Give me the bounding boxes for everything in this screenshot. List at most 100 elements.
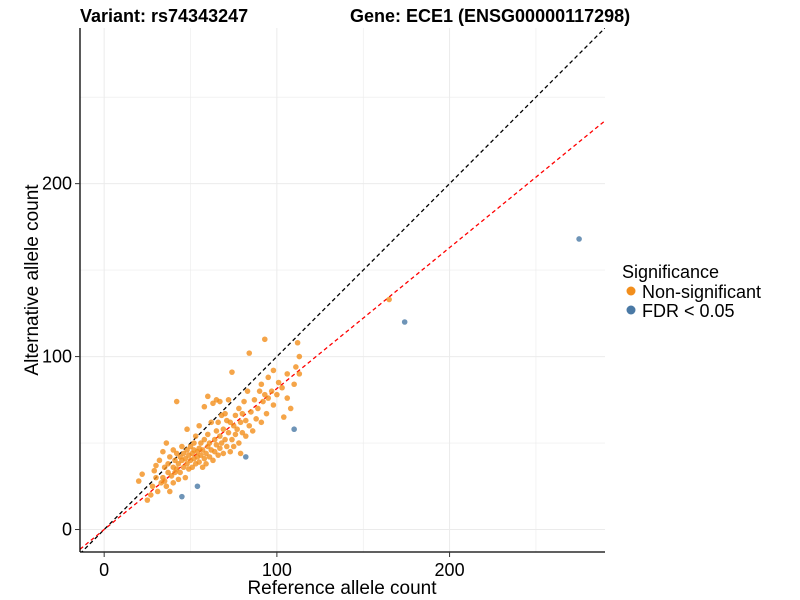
point-non-significant xyxy=(291,381,297,388)
point-non-significant xyxy=(265,395,272,401)
point-non-significant xyxy=(251,397,258,403)
point-non-significant xyxy=(201,436,208,443)
y-axis-title: Alternative allele count xyxy=(22,184,43,376)
point-non-significant xyxy=(242,417,249,424)
point-non-significant xyxy=(248,409,254,415)
point-non-significant xyxy=(217,433,223,439)
point-non-significant xyxy=(175,476,182,483)
point-non-significant xyxy=(249,428,256,434)
point-non-significant xyxy=(239,410,246,417)
point-non-significant xyxy=(179,443,185,450)
point-non-significant xyxy=(213,428,220,434)
legend: Significance Non-significant FDR < 0.05 xyxy=(622,262,761,321)
fit-line xyxy=(80,120,605,550)
point-non-significant xyxy=(187,443,194,450)
point-non-significant xyxy=(203,461,209,467)
point-non-significant xyxy=(229,369,235,375)
point-non-significant xyxy=(246,422,253,429)
y-tick-label: 200 xyxy=(42,174,72,194)
point-non-significant xyxy=(163,440,170,446)
point-non-significant xyxy=(261,336,268,343)
point-non-significant xyxy=(173,466,180,472)
point-fdr xyxy=(576,236,582,242)
point-non-significant xyxy=(170,447,177,453)
point-non-significant xyxy=(182,455,189,462)
point-non-significant xyxy=(161,464,168,471)
point-non-significant xyxy=(211,436,218,443)
point-non-significant xyxy=(201,455,208,462)
grid-lines xyxy=(80,28,605,552)
point-non-significant xyxy=(192,433,199,439)
point-non-significant xyxy=(230,443,237,450)
point-non-significant xyxy=(279,384,285,391)
point-non-significant xyxy=(151,467,158,474)
point-non-significant xyxy=(256,388,263,394)
point-non-significant xyxy=(201,403,208,410)
point-non-significant xyxy=(199,464,206,471)
point-non-significant xyxy=(244,388,251,394)
point-non-significant xyxy=(208,419,215,426)
point-non-significant xyxy=(241,398,247,405)
point-non-significant xyxy=(154,488,161,495)
point-non-significant xyxy=(165,461,171,467)
point-non-significant xyxy=(253,416,259,422)
point-non-significant xyxy=(170,480,177,486)
x-tick-label: 200 xyxy=(435,560,465,580)
y-tick-label: 0 xyxy=(62,520,72,540)
point-non-significant xyxy=(198,452,204,458)
point-non-significant xyxy=(270,402,277,408)
point-non-significant xyxy=(260,398,266,405)
point-non-significant xyxy=(227,448,234,455)
point-non-significant xyxy=(284,395,291,401)
data-points xyxy=(135,236,582,503)
point-non-significant xyxy=(222,436,228,443)
point-non-significant xyxy=(180,450,187,457)
point-non-significant xyxy=(258,419,265,426)
point-non-significant xyxy=(175,461,182,467)
point-non-significant xyxy=(184,447,190,453)
point-non-significant xyxy=(268,388,275,394)
point-non-significant xyxy=(386,296,392,303)
point-non-significant xyxy=(182,474,189,481)
point-non-significant xyxy=(206,440,213,446)
point-fdr xyxy=(194,483,201,490)
x-axis-title: Reference allele count xyxy=(247,578,437,599)
point-non-significant xyxy=(220,426,227,433)
point-non-significant xyxy=(173,398,180,405)
point-non-significant xyxy=(236,405,242,412)
point-non-significant xyxy=(199,447,206,453)
legend-label-fdr: FDR < 0.05 xyxy=(642,301,735,321)
point-non-significant xyxy=(280,414,287,420)
point-non-significant xyxy=(242,433,249,439)
point-non-significant xyxy=(161,478,168,484)
point-non-significant xyxy=(275,379,282,386)
point-non-significant xyxy=(294,339,301,346)
point-non-significant xyxy=(237,450,244,457)
point-non-significant xyxy=(234,426,240,433)
point-fdr xyxy=(242,454,249,460)
point-non-significant xyxy=(229,436,235,443)
point-non-significant xyxy=(210,457,216,464)
point-non-significant xyxy=(210,400,216,407)
point-non-significant xyxy=(213,441,220,448)
point-non-significant xyxy=(191,440,197,446)
point-non-significant xyxy=(261,391,268,398)
point-non-significant xyxy=(156,457,163,464)
point-non-significant xyxy=(263,410,270,417)
point-non-significant xyxy=(167,454,173,460)
point-non-significant xyxy=(196,459,202,465)
point-non-significant xyxy=(189,464,196,471)
point-non-significant xyxy=(153,462,159,469)
point-non-significant xyxy=(222,410,228,417)
chart-title-gene: Gene: ECE1 (ENSG00000117298) xyxy=(350,6,630,26)
point-non-significant xyxy=(184,461,190,467)
legend-swatch-fdr xyxy=(626,305,636,315)
identity-line xyxy=(80,28,605,552)
point-non-significant xyxy=(287,405,294,412)
point-non-significant xyxy=(237,419,244,426)
point-non-significant xyxy=(258,381,265,388)
point-non-significant xyxy=(274,391,280,398)
point-non-significant xyxy=(204,431,211,438)
point-non-significant xyxy=(232,412,239,419)
